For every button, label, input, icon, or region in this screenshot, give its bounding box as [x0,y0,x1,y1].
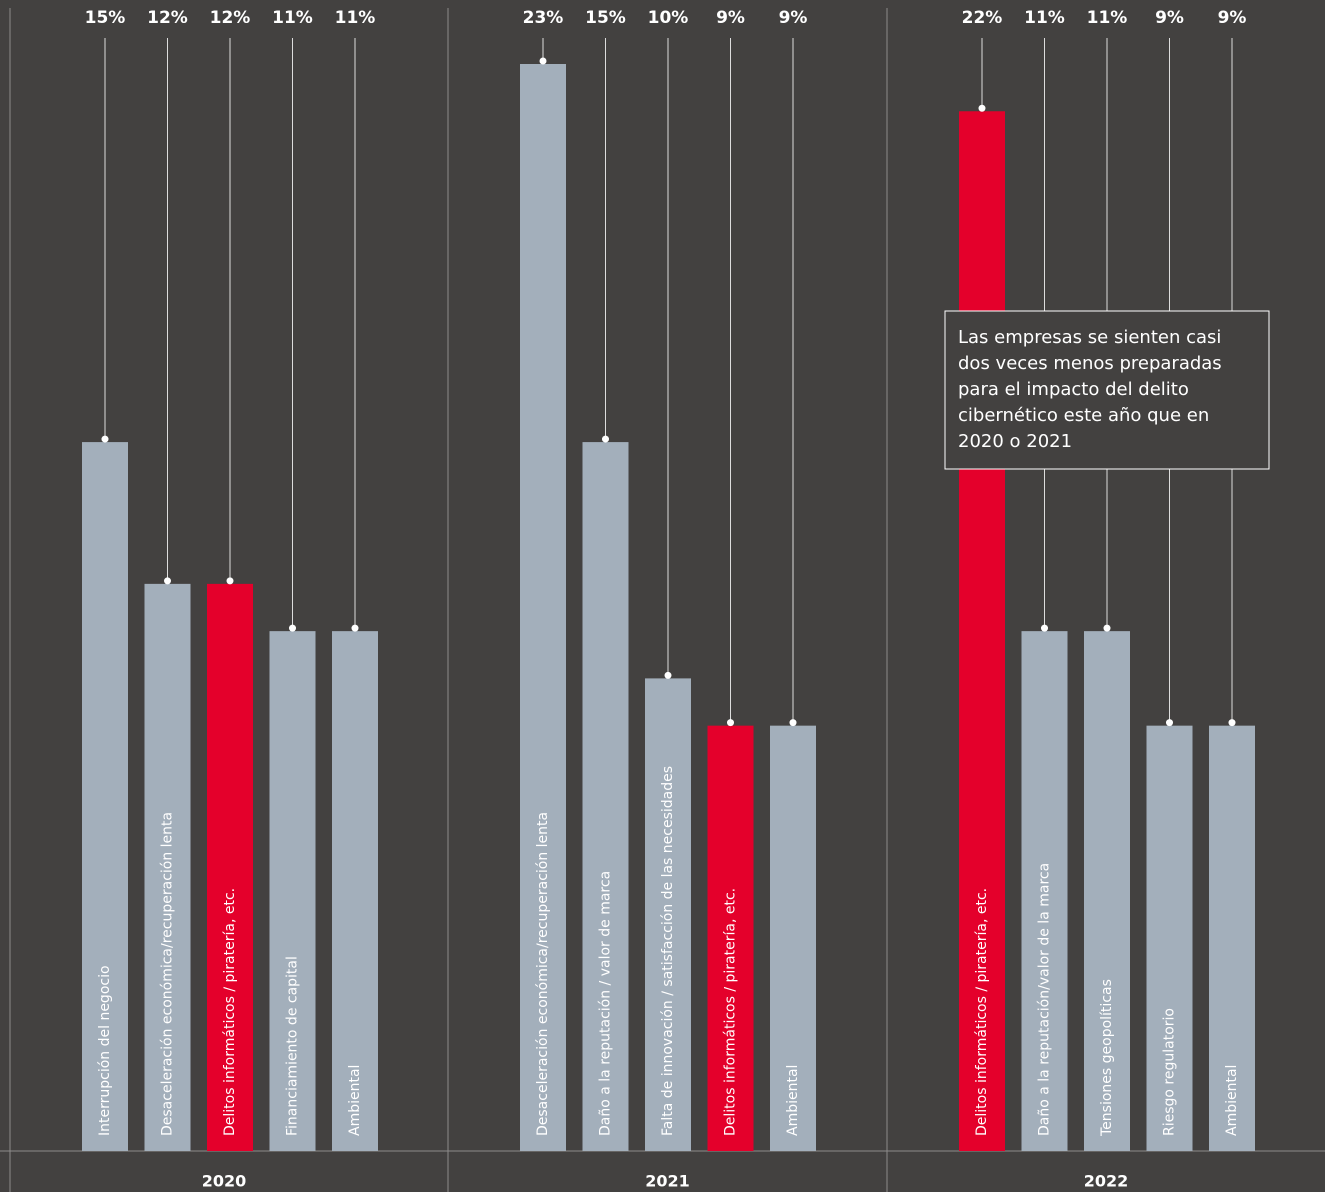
value-label: 12% [210,8,251,28]
annotation-text: 2020 o 2021 [958,431,1072,452]
bar [332,631,378,1151]
category-label: Daño a la reputación / valor de marca [598,871,614,1136]
bar [645,678,691,1151]
bar [1146,725,1193,1151]
category-label: Desaceleración económica/recuperación le… [160,812,176,1136]
bar-dot [789,719,797,727]
annotation-box [944,310,1270,470]
value-label: 11% [1087,8,1128,28]
bar [144,583,191,1151]
annotation-text: cibernético este año que en [958,405,1209,426]
value-label: 23% [523,8,564,28]
bar-dot [289,624,296,632]
bar [770,725,816,1151]
bar-dot [1103,624,1111,632]
bar [520,64,566,1151]
bar-dot [1041,624,1048,632]
value-label: 11% [272,8,313,28]
bar-dot [602,435,609,443]
value-label: 12% [147,8,188,28]
bar [707,725,754,1151]
value-label: 15% [585,8,626,28]
bar [959,111,1005,1152]
category-label: Financiamiento de capital [285,956,301,1136]
bar [1021,631,1068,1151]
value-label: 9% [1218,8,1247,28]
bar-dot [1228,719,1236,727]
bar [1209,725,1255,1151]
category-label: Delitos informáticos / piratería, etc. [723,888,739,1136]
bar [82,442,128,1152]
bar-dot [664,671,672,679]
category-label: Daño a la reputación/valor de la marca [1037,863,1053,1136]
bar-dot [226,577,234,585]
category-label: Riesgo regulatorio [1162,1008,1178,1136]
value-label: 10% [648,8,689,28]
category-label: Delitos informáticos / piratería, etc. [974,888,990,1136]
value-label: 9% [1155,8,1184,28]
category-label: Ambiental [1224,1065,1240,1136]
value-label: 11% [1024,8,1065,28]
year-label: 2021 [645,1172,690,1191]
bar-dot [1166,719,1173,727]
value-label: 9% [716,8,745,28]
year-label: 2022 [1084,1172,1129,1191]
annotation-text: dos veces menos preparadas [958,353,1222,374]
value-label: 11% [335,8,376,28]
value-label: 22% [962,8,1003,28]
bar-dot [978,104,986,112]
bar [269,631,316,1151]
annotation-text: para el impacto del delito [958,379,1189,400]
value-label: 9% [779,8,808,28]
value-label: 15% [85,8,126,28]
bar-dot [539,57,547,65]
bar-dot [101,435,109,443]
bar-dot [164,577,171,585]
category-label: Ambiental [347,1065,363,1136]
bar-dot [351,624,359,632]
category-label: Falta de innovación / satisfacción de la… [660,766,676,1136]
year-label: 2020 [202,1172,247,1191]
bar [1084,631,1130,1151]
category-label: Interrupción del negocio [97,965,113,1136]
category-label: Desaceleración económica/recuperación le… [535,812,551,1136]
annotation-text: Las empresas se sienten casi [958,327,1221,348]
bar [582,442,629,1152]
category-label: Tensiones geopolíticas [1099,979,1115,1137]
bar [207,583,253,1151]
category-label: Delitos informáticos / piratería, etc. [222,888,238,1136]
bar-dot [727,719,734,727]
category-label: Ambiental [785,1065,801,1136]
